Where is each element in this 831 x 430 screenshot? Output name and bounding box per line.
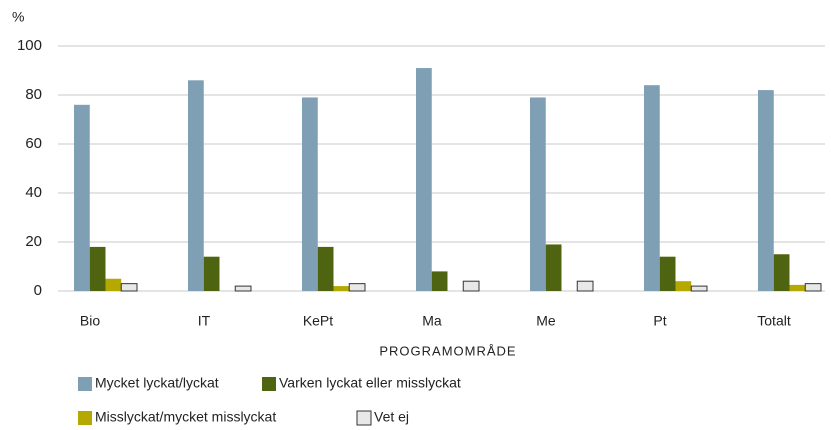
x-tick-label: KePt [303,313,333,329]
bar [302,97,318,291]
y-axis-label: % [12,9,24,25]
bar [105,278,122,291]
x-tick-label: Me [536,313,556,329]
bar [333,286,350,291]
x-tick-label: Bio [80,313,100,329]
y-tick-label: 60 [25,135,42,152]
x-tick-label: IT [198,313,211,329]
bar [234,285,252,292]
bar [120,283,138,292]
legend-swatch [78,377,92,391]
x-tick-label: Totalt [757,313,791,329]
y-tick-label: 80 [25,86,42,103]
bar [431,271,448,291]
legend-label: Misslyckat/mycket misslyckat [95,409,276,425]
legend-label: Vet ej [374,409,409,425]
bar [545,244,562,291]
bar [74,104,90,291]
bar [348,283,366,292]
bar [416,68,432,291]
y-tick-label: 40 [25,184,42,201]
legend-label: Varken lyckat eller misslyckat [279,375,461,391]
legend-swatch [78,411,92,425]
x-tick-label: Ma [422,313,442,329]
bar [188,80,204,291]
legend-swatch [262,377,276,391]
bar [675,281,692,291]
x-tick-label: Pt [653,313,666,329]
legend-swatch [356,410,372,426]
y-tick-label: 0 [34,282,42,299]
bar [804,283,822,292]
bar [462,280,480,292]
bar [89,246,106,291]
bar [644,85,660,291]
bar [203,256,220,291]
bar [758,90,774,291]
bar [659,256,676,291]
x-axis-label: PROGRAMOMRÅDE [379,343,516,358]
bar [530,97,546,291]
legend-label: Mycket lyckat/lyckat [95,375,219,391]
bar [576,280,594,292]
bar [317,246,334,291]
bar [690,285,708,292]
y-tick-label: 100 [17,37,42,54]
bar [773,254,790,291]
y-tick-label: 20 [25,233,42,250]
bar [789,284,806,291]
